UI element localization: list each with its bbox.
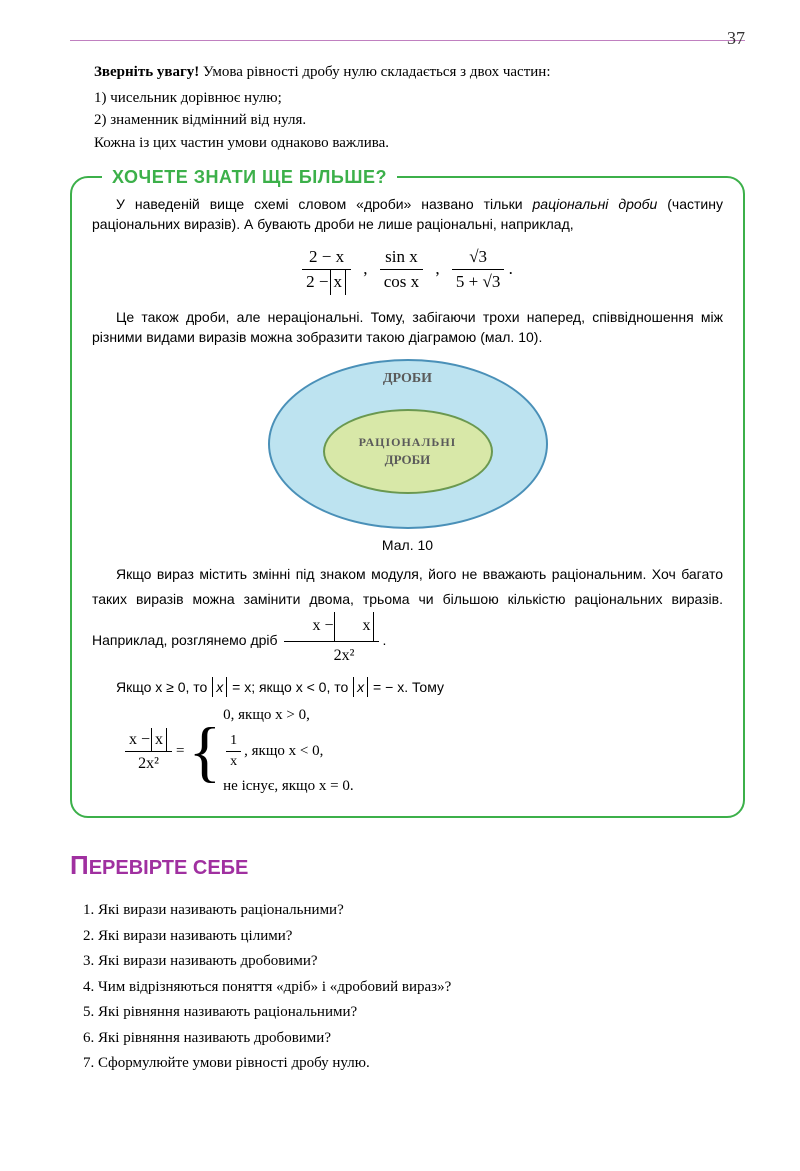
box-p3b: . [382,632,386,648]
piecewise-equation: x −x 2x² = { 0, якщо x > 0, 1 x , якщо x… [122,705,723,798]
outer-ellipse-label: ДРОБИ [268,369,548,389]
pw-left-abs: x [151,728,167,751]
if1-num-a: x − [312,617,333,634]
case-3: не існує, якщо x = 0. [223,776,353,798]
p4c: = x; якщо x < 0, то [228,679,352,695]
diagram-caption: Мал. 10 [92,535,723,555]
title-rest: ЕРЕВІРТЕ СЕБЕ [89,857,249,879]
box-para-4: Якщо x ≥ 0, то x = x; якщо x < 0, то x =… [116,677,723,697]
intro-item-2: 2) знаменник відмінний від нуля. [94,109,745,132]
p4b: x [216,679,223,695]
callout-box: ХОЧЕТЕ ЗНАТИ ЩЕ БІЛЬШЕ? У наведеній вище… [70,176,745,818]
p4-abs2: x [353,677,368,697]
top-divider [70,40,745,41]
intro-lead-bold: Зверніть увагу! [94,64,199,80]
question-item: Які вирази називають цілими? [98,925,745,948]
inline-fraction-1: x −x 2x² [284,612,379,671]
piecewise-left-frac: x −x 2x² [125,728,172,775]
if1-num: x −x [284,612,379,642]
if1-abs: x [334,612,374,641]
title-first-letter: П [70,850,89,880]
question-item: Сформулюйте умови рівності дробу нулю. [98,1052,745,1075]
p4a: Якщо x ≥ 0, то [116,679,211,695]
f1-numerator: 2 − x [302,245,351,271]
f3-denominator: 5 + √3 [452,270,504,295]
case2-frac: 1 x [226,731,241,773]
question-item: Які вирази називають дробовими? [98,950,745,973]
box-para-3: Якщо вираз містить змінні під знаком мод… [92,562,723,671]
inner-label-bottom: ДРОБИ [385,451,431,470]
venn-diagram-container: ДРОБИ РАЦІОНАЛЬНІ ДРОБИ Мал. 10 [92,359,723,555]
case-2: 1 x , якщо x < 0, [223,731,353,773]
case2-den: x [226,752,241,772]
fraction-1: 2 − x 2 −x [302,245,351,295]
intro-lead-paragraph: Зверніть увагу! Умова рівності дробу нул… [70,61,745,84]
f2-denominator: cos x [380,270,423,295]
question-item: Які рівняння називають раціональними? [98,1001,745,1024]
fraction-3: √3 5 + √3 [452,245,504,295]
box-p1a: У наведеній вище схемі словом «дроби» на… [116,196,533,212]
p4e: = − x. Тому [369,679,444,695]
comma-1: , [363,257,367,282]
intro-item-1: 1) чисельник дорівнює нулю; [94,87,745,110]
venn-diagram: ДРОБИ РАЦІОНАЛЬНІ ДРОБИ [268,359,548,529]
box-p3a: Якщо вираз містить змінні під знаком мод… [92,566,723,648]
box-para-2: Це також дроби, але нераціональні. Тому,… [92,307,723,348]
case-1: 0, якщо x > 0, [223,705,353,727]
pw-left-num: x −x [125,728,172,752]
f1-denominator: 2 −x [302,270,351,295]
p4-abs1: x [212,677,227,697]
question-item: Які рівняння називають дробовими? [98,1027,745,1050]
equals-sign: = [176,741,184,763]
callout-title: ХОЧЕТЕ ЗНАТИ ЩЕ БІЛЬШЕ? [102,164,397,191]
pw-left-num-a: x − [129,731,150,748]
piecewise-cases: 0, якщо x > 0, 1 x , якщо x < 0, не існу… [223,705,353,798]
inner-ellipse: РАЦІОНАЛЬНІ ДРОБИ [323,409,493,494]
check-yourself-title: ПЕРЕВІРТЕ СЕБЕ [70,846,745,885]
formula-row: 2 − x 2 −x , sin x cos x , √3 5 + √3 . [92,245,723,295]
intro-tail: Кожна із цих частин умови однаково важли… [70,132,745,155]
comma-2: , [435,257,439,282]
case2-text: , якщо x < 0, [244,743,323,759]
formula-period: . [509,259,513,278]
pw-left-den: 2x² [125,752,172,775]
f1-abs: x [330,270,347,295]
case2-num: 1 [226,731,241,752]
f2-numerator: sin x [380,245,423,271]
p4d: x [357,679,364,695]
page-number: 37 [727,25,745,52]
question-item: Які вирази називають раціональними? [98,899,745,922]
f1-den-a: 2 − [306,272,328,291]
left-brace: { [189,728,222,776]
box-p1b-italic: раціональні дроби [533,196,658,212]
if1-den: 2x² [284,642,379,671]
box-para-1: У наведеній вище схемі словом «дроби» на… [92,194,723,235]
questions-list: Які вирази називають раціональними? Які … [98,899,745,1075]
intro-lead-text: Умова рівності дробу нулю складається з … [199,64,550,80]
f3-numerator: √3 [452,245,504,271]
inner-label-top: РАЦІОНАЛЬНІ [359,434,457,451]
question-item: Чим відрізняються поняття «дріб» і «дроб… [98,976,745,999]
fraction-2: sin x cos x [380,245,423,295]
